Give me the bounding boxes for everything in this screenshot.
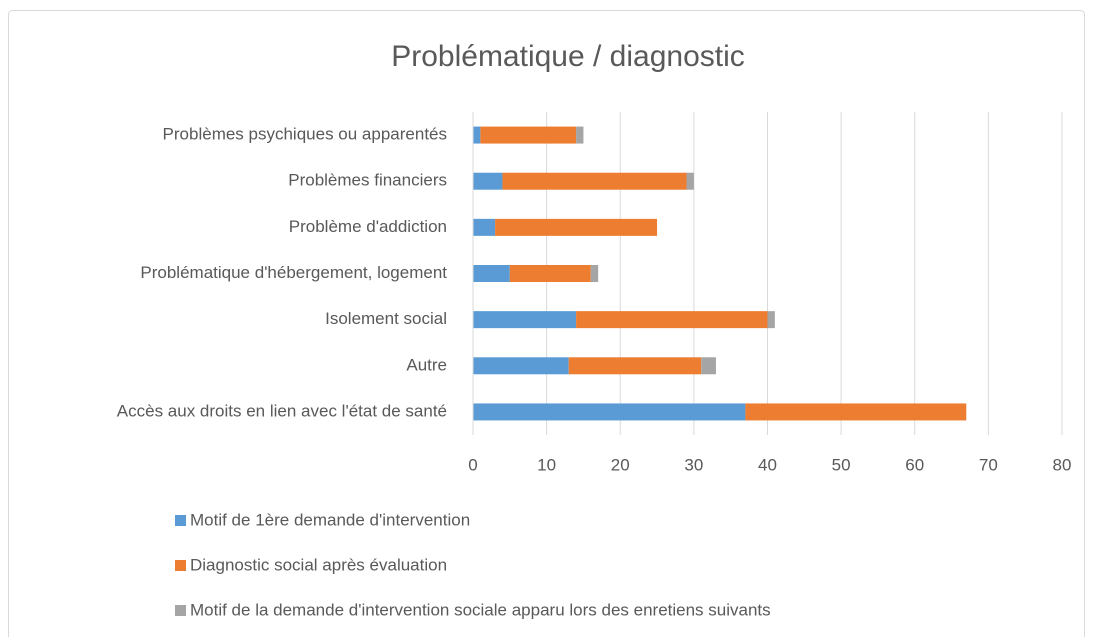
bar: [473, 403, 746, 421]
bar: [473, 357, 569, 375]
legend-swatch: [175, 560, 186, 571]
y-tick-label: Autre: [406, 355, 447, 374]
legend-label: Motif de 1ère demande d'intervention: [190, 510, 470, 529]
bar: [473, 172, 503, 190]
legend-label: Diagnostic social après évaluation: [190, 555, 447, 574]
x-tick-label: 20: [611, 455, 630, 474]
y-tick-label: Problèmes financiers: [288, 171, 447, 190]
legend-label: Motif de la demande d'intervention socia…: [190, 600, 771, 619]
bar: [502, 172, 687, 190]
x-tick-label: 40: [758, 455, 777, 474]
x-tick-label: 30: [684, 455, 703, 474]
x-tick-label: 10: [537, 455, 556, 474]
y-tick-label: Accès aux droits en lien avec l'état de …: [117, 401, 447, 420]
chart-title: Problématique / diagnostic: [391, 40, 745, 73]
legend-swatch: [175, 605, 186, 616]
bar: [576, 126, 584, 144]
bar: [473, 311, 577, 329]
bar: [590, 265, 599, 282]
bar: [568, 357, 702, 375]
x-tick-label: 50: [832, 455, 851, 474]
x-tick-label: 0: [468, 455, 477, 474]
bar: [701, 357, 716, 375]
x-tick-label: 70: [979, 455, 998, 474]
bar: [473, 126, 481, 144]
bar: [509, 265, 591, 282]
y-tick-label: Isolement social: [325, 309, 447, 328]
y-tick-label: Problème d'addiction: [289, 217, 447, 236]
legend-swatch: [175, 515, 186, 526]
bar: [686, 172, 694, 190]
x-tick-label: 80: [1053, 455, 1072, 474]
y-tick-label: Problématique d'hébergement, logement: [140, 263, 447, 282]
bar: [495, 218, 658, 236]
y-tick-label: Problèmes psychiques ou apparentés: [163, 125, 447, 144]
bar: [767, 311, 775, 329]
bar: [576, 311, 768, 329]
bar: [473, 265, 510, 282]
bar: [480, 126, 577, 144]
bar: [473, 218, 496, 236]
bar: [745, 403, 967, 421]
x-tick-label: 60: [905, 455, 924, 474]
